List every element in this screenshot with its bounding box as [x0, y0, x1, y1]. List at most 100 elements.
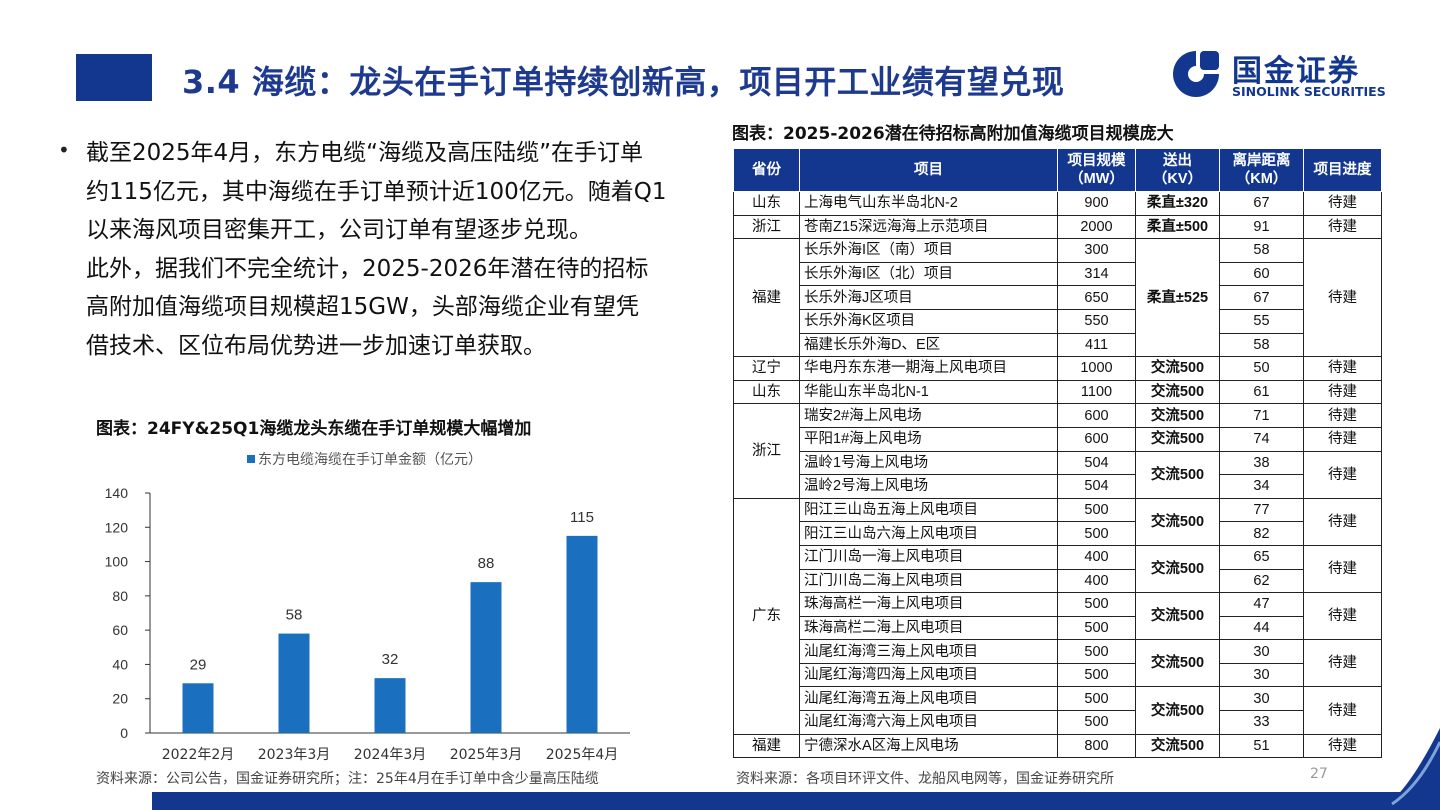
bullet-line: 约115亿元，其中海缆在手订单预计近100亿元。随着Q1 [86, 178, 667, 205]
bar-value-label: 58 [286, 607, 303, 624]
legend-swatch [247, 455, 255, 463]
distance-cell: 67 [1219, 285, 1304, 310]
kv-cell: 柔直±500 [1135, 214, 1220, 240]
bar-value-label: 115 [570, 509, 594, 526]
distance-cell: 58 [1219, 332, 1304, 358]
table-row: 辽宁 华电丹东东港一期海上风电项目 1000 交流500 50 待建 [733, 356, 1382, 381]
distance-cell: 62 [1219, 568, 1304, 594]
distance-cell: 55 [1219, 308, 1304, 334]
province-cell: 辽宁 [733, 356, 800, 381]
scale-cell: 500 [1057, 639, 1136, 664]
kv-cell: 交流500 [1135, 592, 1220, 641]
progress-cell: 待建 [1303, 450, 1382, 499]
bar-value-label: 29 [190, 656, 207, 673]
header-distance-unit: （KM） [1235, 171, 1288, 187]
project-cell: 阳江三山岛六海上风电项目 [799, 521, 1058, 546]
order-backlog-bar-chart: 东方电缆海缆在手订单金额（亿元） 0 20 40 60 80 100 120 140 29 2022… [105, 452, 630, 763]
distance-cell: 33 [1219, 710, 1304, 735]
scale-cell: 500 [1057, 615, 1136, 641]
kv-cell: 柔直±320 [1135, 191, 1220, 216]
y-tick-label: 40 [112, 656, 128, 672]
project-cell: 长乐外海I区（北）项目 [799, 261, 1058, 287]
project-cell: 苍南Z15深远海海上示范项目 [799, 214, 1058, 240]
x-tick-label: 2022年2月 [162, 747, 235, 763]
table-row: 山东 上海电气山东半岛北N-2 900 柔直±320 67 待建 [733, 191, 1382, 216]
project-cell: 平阳1#海上风电场 [799, 426, 1058, 452]
scale-cell: 1000 [1057, 356, 1136, 381]
title-accent-block [76, 54, 152, 101]
scale-cell: 500 [1057, 497, 1136, 523]
y-tick-label: 20 [112, 691, 128, 707]
progress-cell: 待建 [1303, 426, 1382, 452]
scale-cell: 2000 [1057, 214, 1136, 240]
header-scale-unit: （MW） [1069, 171, 1124, 187]
header-progress: 项目进度 [1303, 148, 1382, 192]
footer-corner-decoration [1380, 728, 1440, 810]
table-row: 汕尾红海湾三海上风电项目 500 交流500 30 待建 [734, 639, 1382, 688]
logo-en-text: SINOLINK SECURITIES [1232, 84, 1386, 99]
y-tick-label: 140 [105, 485, 129, 501]
project-cell: 江门川岛一海上风电项目 [799, 544, 1058, 570]
bullet-point-icon: • [58, 138, 70, 162]
project-cell: 汕尾红海湾五海上风电项目 [799, 686, 1058, 712]
table-row: 珠海高栏一海上风电项目 500 交流500 47 待建 [734, 592, 1382, 641]
table-row: 浙江 苍南Z15深远海海上示范项目 2000 柔直±500 91 待建 [733, 214, 1382, 240]
project-cell: 福建长乐外海D、E区 [799, 332, 1058, 358]
project-cell: 华电丹东东港一期海上风电项目 [799, 356, 1058, 381]
bullet-line: 截至2025年4月，东方电缆“海缆及高压陆缆”在手订单 [86, 140, 643, 166]
progress-cell: 待建 [1303, 191, 1382, 216]
table-row: 江门川岛一海上风电项目 400 交流500 65 待建 [734, 544, 1382, 594]
scale-cell: 500 [1057, 686, 1136, 712]
table-row: 汕尾红海湾四海上风电项目 500 30 [734, 662, 1382, 688]
distance-cell: 30 [1219, 639, 1304, 664]
scale-cell: 800 [1057, 733, 1136, 759]
scale-cell: 411 [1057, 332, 1136, 358]
y-tick-label: 120 [105, 519, 129, 535]
distance-cell: 38 [1219, 450, 1304, 476]
province-cell: 福建 [733, 733, 800, 759]
logo-cn-text: 国金证券 [1232, 54, 1360, 89]
header-kv-unit: （KV） [1152, 171, 1203, 187]
kv-cell: 交流500 [1135, 426, 1220, 452]
distance-cell: 60 [1219, 261, 1304, 287]
data-bar [566, 535, 598, 733]
header-kv-label: 送出 [1163, 153, 1192, 169]
progress-cell: 待建 [1303, 686, 1382, 735]
kv-cell: 交流500 [1135, 403, 1220, 428]
scale-cell: 600 [1057, 403, 1136, 428]
progress-cell: 待建 [1303, 214, 1382, 240]
kv-cell: 交流500 [1135, 356, 1220, 381]
y-tick-label: 60 [112, 622, 128, 638]
kv-cell: 交流500 [1135, 497, 1220, 546]
project-cell: 宁德深水A区海上风电场 [799, 733, 1058, 759]
distance-cell: 77 [1219, 497, 1304, 523]
project-cell: 长乐外海K区项目 [799, 308, 1058, 334]
distance-cell: 65 [1219, 544, 1304, 570]
project-cell: 上海电气山东半岛北N-2 [799, 191, 1058, 216]
table-title: 图表：2025-2026潜在待招标高附加值海缆项目规模庞大 [732, 124, 1174, 144]
chart-title: 图表：24FY&25Q1海缆龙头东缆在手订单规模大幅增加 [96, 419, 532, 439]
bullet-text: 截至2025年4月，东方电缆“海缆及高压陆缆”在手订单 约115亿元，其中海缆在… [86, 134, 686, 365]
progress-cell: 待建 [1303, 403, 1382, 428]
project-cell: 长乐外海I区（南）项目 [799, 238, 1058, 263]
project-cell: 珠海高栏一海上风电项目 [799, 592, 1058, 617]
table-row: 汕尾红海湾六海上风电项目 500 33 [734, 710, 1382, 735]
scale-cell: 500 [1057, 710, 1136, 735]
project-cell: 汕尾红海湾三海上风电项目 [799, 639, 1058, 664]
project-cell: 江门川岛二海上风电项目 [799, 568, 1058, 594]
scale-cell: 550 [1057, 308, 1136, 334]
distance-cell: 74 [1219, 426, 1304, 452]
province-cell: 广东 [733, 497, 800, 735]
province-cell: 福建 [733, 238, 800, 358]
page-number: 27 [1310, 766, 1328, 782]
kv-cell: 交流500 [1135, 639, 1220, 688]
data-bar [470, 582, 502, 733]
table-row: 福建 长乐外海I区（南）项目 300 柔直±525 58 待建 [733, 238, 1382, 358]
distance-cell: 51 [1219, 733, 1304, 759]
table-header-row: 省份 项目 项目规模 （MW） 送出 （KV） 离岸距离 （KM） 项目进度 [733, 148, 1382, 192]
header-project: 项目 [799, 148, 1058, 192]
distance-cell: 30 [1219, 662, 1304, 688]
province-cell: 山东 [733, 379, 800, 405]
project-cell: 汕尾红海湾六海上风电项目 [799, 710, 1058, 735]
table-row: 福建长乐外海D、E区 411 58 [734, 332, 1382, 358]
